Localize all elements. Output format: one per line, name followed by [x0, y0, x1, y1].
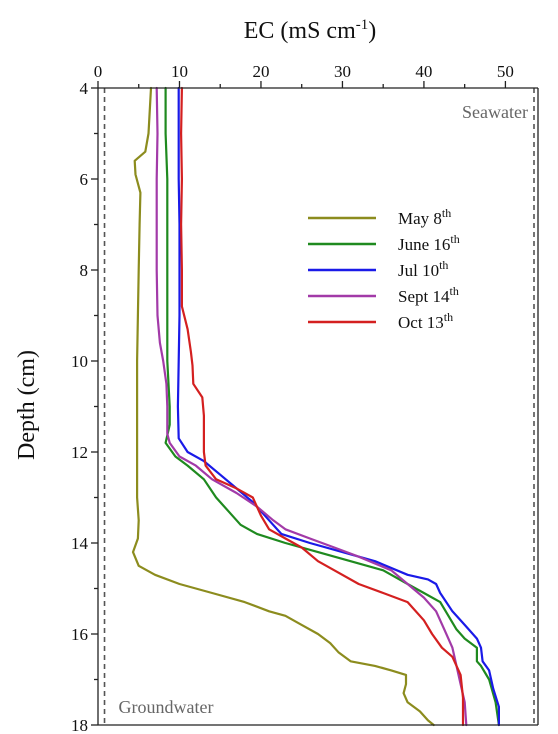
region-label-seawater: Seawater	[462, 102, 528, 122]
region-label-groundwater: Groundwater	[119, 697, 214, 717]
y-ticks: 4 6 8 10 12 14 16 18	[71, 79, 98, 734]
series-line-1	[164, 86, 500, 727]
x-axis-title: EC (mS cm-1)	[244, 17, 377, 44]
x-axis-title-suffix: )	[368, 18, 376, 44]
legend-label-4: Oct 13th	[398, 310, 453, 332]
series-line-4	[180, 86, 465, 727]
x-tick-label: 40	[415, 62, 432, 81]
x-tick-label: 10	[171, 62, 188, 81]
x-tick-label: 0	[94, 62, 103, 81]
series-line-0	[131, 86, 435, 727]
legend-label-0: May 8th	[398, 206, 451, 228]
legend: May 8th June 16th Jul 10th Sept 14th Oct 13t…	[308, 206, 460, 332]
x-axis-title-superscript: -1	[356, 17, 369, 33]
y-tick-label: 8	[80, 261, 89, 280]
x-axis-title-main: EC (mS cm	[244, 18, 356, 44]
y-tick-label: 6	[80, 170, 89, 189]
y-axis-title: Depth (cm)	[14, 350, 40, 460]
legend-label-1: June 16th	[398, 232, 460, 254]
reference-lines: Groundwater Seawater	[103, 88, 535, 725]
x-tick-label: 30	[334, 62, 351, 81]
y-tick-label: 12	[71, 443, 88, 462]
y-tick-label: 14	[71, 534, 89, 553]
legend-label-3: Sept 14th	[398, 284, 459, 306]
series-layer	[131, 86, 500, 727]
x-tick-label: 50	[497, 62, 514, 81]
y-tick-label: 16	[71, 625, 88, 644]
x-tick-label: 20	[252, 62, 269, 81]
y-tick-label: 4	[80, 79, 89, 98]
x-ticks: 0 10 20 30 40 50	[94, 62, 514, 88]
y-tick-label: 10	[71, 352, 88, 371]
legend-label-2: Jul 10th	[398, 258, 448, 280]
series-line-2	[176, 86, 500, 727]
series-line-3	[155, 86, 468, 727]
y-tick-label: 18	[71, 716, 88, 734]
